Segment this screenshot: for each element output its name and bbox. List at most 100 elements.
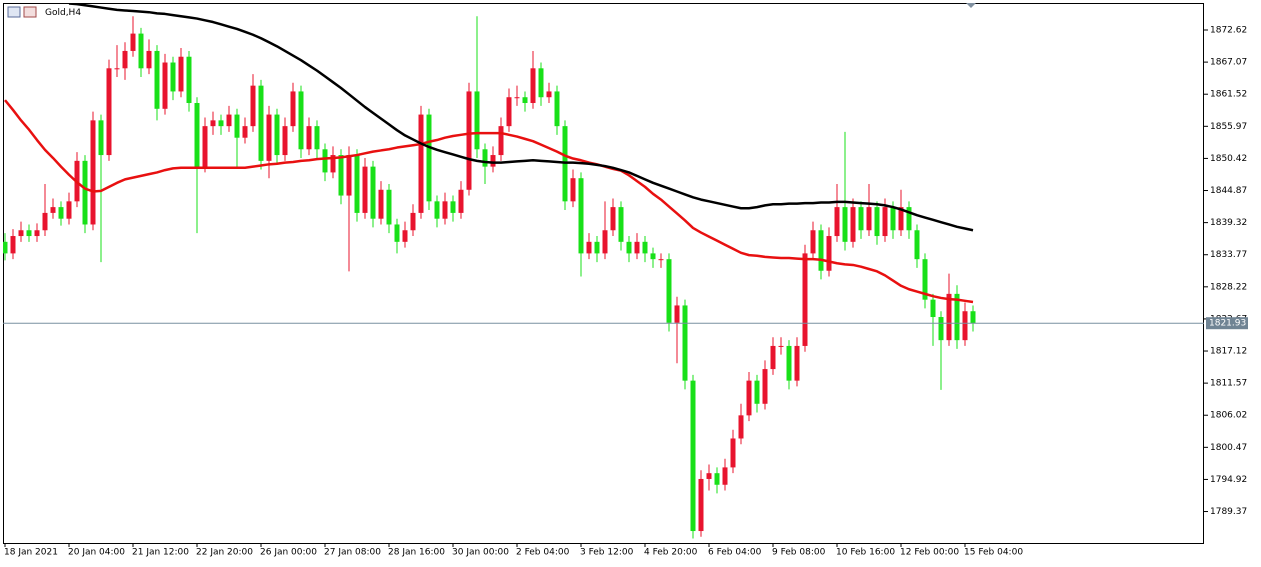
x-tick-label: 9 Feb 08:00: [772, 548, 826, 558]
candle-body: [170, 62, 176, 92]
candle-body: [362, 166, 368, 213]
candle-body: [82, 160, 88, 225]
candle-body: [122, 50, 128, 69]
candle-body: [154, 50, 160, 109]
candle-body: [42, 212, 48, 231]
x-tick-label: 18 Jan 2021: [4, 548, 58, 558]
candle-body: [946, 293, 952, 341]
candle-body: [178, 56, 184, 92]
candle-body: [282, 126, 288, 156]
y-tick-label: 1861.52: [1210, 90, 1247, 100]
y-tick-label: 1872.62: [1210, 26, 1247, 36]
x-tick-label: 15 Feb 04:00: [964, 548, 1023, 558]
x-tick-label: 20 Jan 04:00: [68, 548, 125, 558]
x-tick-label: 2 Feb 04:00: [516, 548, 570, 558]
candle-body: [898, 207, 904, 231]
candle-body: [666, 259, 672, 323]
candle-body: [250, 85, 256, 127]
candle-body: [522, 97, 528, 104]
candle-body: [274, 114, 280, 156]
candle-body: [514, 97, 520, 99]
candle-body: [954, 293, 960, 341]
candle-body: [530, 68, 536, 104]
candle-body: [418, 114, 424, 213]
candle-body: [802, 253, 808, 346]
candle-body: [66, 201, 72, 219]
candle-body: [474, 91, 480, 150]
candle-body: [866, 207, 872, 231]
symbol-icon: [7, 6, 37, 18]
candle-body: [922, 259, 928, 300]
y-tick-label: 1844.87: [1210, 186, 1247, 196]
plot-area: [3, 3, 1204, 539]
candle-body: [410, 212, 416, 231]
y-tick-label: 1850.42: [1210, 154, 1247, 164]
candle-body: [826, 236, 832, 271]
candle-body: [906, 207, 912, 231]
candle-body: [594, 241, 600, 254]
candle-body: [682, 305, 688, 381]
candle-body: [194, 103, 200, 167]
candle-body: [930, 299, 936, 318]
candle-body: [90, 120, 96, 225]
x-tick-label: 27 Jan 08:00: [324, 548, 381, 558]
candle-body: [690, 380, 696, 532]
candle-body: [818, 230, 824, 271]
candle-body: [226, 114, 232, 127]
candle-body: [570, 178, 576, 202]
price-label: 1821.93: [1209, 319, 1246, 329]
candle-body: [394, 224, 400, 242]
candle-body: [242, 126, 248, 138]
x-tick-label: 10 Feb 16:00: [836, 548, 895, 558]
candle-body: [442, 201, 448, 219]
candle-body: [626, 241, 632, 254]
candle-body: [98, 120, 104, 156]
candle-body: [466, 91, 472, 190]
x-tick-label: 21 Jan 12:00: [132, 548, 189, 558]
candle-body: [210, 120, 216, 127]
y-tick-label: 1828.22: [1210, 282, 1247, 292]
candle-body: [674, 305, 680, 323]
y-tick-label: 1867.07: [1210, 58, 1247, 68]
candle-body: [306, 126, 312, 150]
chart-title: Gold,H4: [45, 8, 81, 18]
y-tick-label: 1811.57: [1210, 379, 1247, 389]
y-tick-label: 1800.47: [1210, 443, 1247, 453]
candle-body: [842, 207, 848, 242]
candle-body: [642, 241, 648, 254]
candle-body: [794, 345, 800, 381]
y-tick-label: 1839.32: [1210, 218, 1247, 228]
candle-body: [770, 345, 776, 370]
candle-body: [290, 91, 296, 127]
candle-body: [402, 230, 408, 242]
candle-body: [914, 230, 920, 260]
candle-body: [482, 149, 488, 167]
x-tick-label: 12 Feb 00:00: [900, 548, 959, 558]
x-tick-label: 26 Jan 00:00: [260, 548, 317, 558]
y-tick-label: 1817.12: [1210, 347, 1247, 357]
candle-body: [106, 68, 112, 156]
candle-body: [650, 253, 656, 260]
candle-body: [162, 62, 168, 109]
y-tick-label: 1794.92: [1210, 475, 1247, 485]
candle-body: [370, 166, 376, 219]
candle-body: [786, 345, 792, 381]
candle-body: [538, 68, 544, 98]
candle-body: [698, 478, 704, 532]
moving-average-line: [4, 99, 974, 304]
candle-body: [506, 97, 512, 127]
candle-body: [938, 317, 944, 341]
candle-body: [258, 85, 264, 161]
plot-frame: [3, 3, 1204, 544]
candle-body: [18, 230, 24, 237]
candle-body: [962, 311, 968, 341]
y-tick-label: 1855.97: [1210, 122, 1247, 132]
candle-body: [234, 114, 240, 138]
candle-body: [546, 91, 552, 98]
candle-body: [434, 201, 440, 219]
candle-body: [50, 207, 56, 213]
candle-body: [970, 311, 976, 324]
candle-body: [810, 230, 816, 254]
x-tick-label: 6 Feb 04:00: [708, 548, 762, 558]
